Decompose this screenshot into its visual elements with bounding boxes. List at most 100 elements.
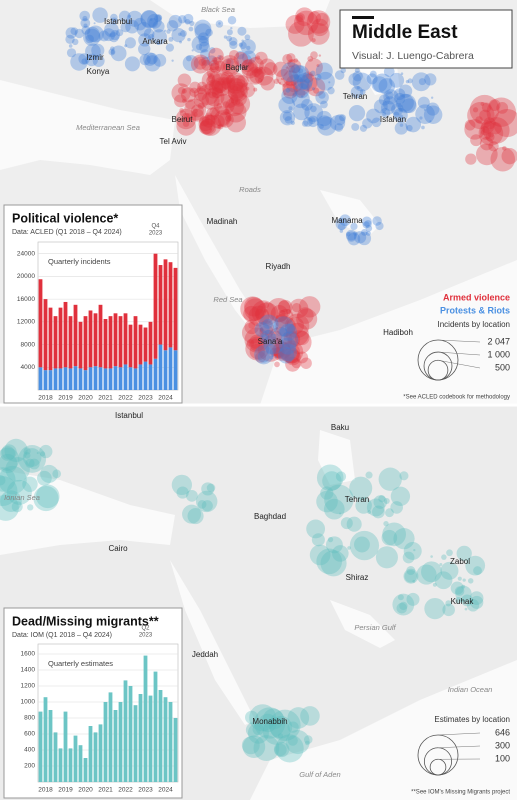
size-legend-label: 300 bbox=[495, 740, 510, 750]
bubble bbox=[248, 322, 256, 329]
bubble bbox=[272, 61, 289, 77]
bubble bbox=[226, 77, 244, 94]
x-tick-label: 2019 bbox=[58, 787, 73, 794]
bubble bbox=[480, 128, 492, 140]
bubble bbox=[259, 327, 264, 332]
bubble bbox=[281, 77, 284, 81]
bubble bbox=[406, 592, 420, 606]
bar-segment bbox=[68, 316, 73, 369]
bubble bbox=[279, 323, 298, 341]
bubble bbox=[190, 54, 210, 74]
bubble bbox=[199, 41, 210, 53]
bubble bbox=[284, 323, 296, 334]
y-tick-label: 16000 bbox=[17, 296, 35, 303]
bubble bbox=[359, 89, 366, 95]
bubble bbox=[213, 56, 222, 65]
bubble bbox=[152, 20, 165, 33]
bubble bbox=[25, 458, 35, 469]
bubble bbox=[278, 82, 282, 85]
bubble bbox=[320, 100, 328, 109]
bar-segment bbox=[88, 367, 93, 390]
bubble bbox=[288, 106, 293, 111]
bubble bbox=[423, 108, 426, 111]
bubble bbox=[263, 302, 270, 309]
bubble bbox=[301, 120, 309, 127]
bubble bbox=[257, 350, 270, 363]
map-label: Sana'a bbox=[258, 337, 283, 346]
bubble bbox=[240, 296, 266, 322]
bubble bbox=[193, 56, 207, 70]
bubble bbox=[412, 579, 416, 583]
bubble bbox=[296, 14, 304, 22]
bubble bbox=[278, 300, 290, 312]
bubble bbox=[378, 94, 391, 106]
bar-segment bbox=[58, 368, 63, 390]
bubble bbox=[216, 125, 221, 129]
bubble bbox=[467, 101, 495, 130]
bar-segment bbox=[58, 307, 63, 369]
bubble bbox=[457, 576, 462, 581]
bubble bbox=[210, 114, 225, 129]
bubble bbox=[483, 117, 496, 130]
bubble bbox=[403, 541, 422, 560]
map-label: Istanbul bbox=[104, 17, 132, 26]
bubble bbox=[269, 347, 278, 357]
bubble bbox=[285, 14, 305, 34]
bar-segment bbox=[63, 301, 68, 368]
bubble bbox=[380, 107, 391, 118]
bubble bbox=[464, 119, 485, 140]
bubble bbox=[369, 70, 377, 78]
bar bbox=[88, 726, 93, 782]
bubbles bbox=[0, 438, 486, 763]
bar-segment bbox=[73, 366, 78, 390]
bubble bbox=[470, 134, 483, 147]
bubble bbox=[228, 37, 238, 46]
bubble bbox=[306, 10, 331, 34]
bubble bbox=[299, 77, 304, 82]
bubble bbox=[189, 87, 199, 98]
bubble bbox=[254, 707, 286, 739]
bubble bbox=[297, 307, 314, 324]
bubble bbox=[294, 83, 310, 99]
map-label: Persian Gulf bbox=[354, 623, 396, 632]
bubble bbox=[274, 314, 289, 328]
bubble bbox=[241, 39, 244, 43]
bubble bbox=[362, 221, 370, 229]
bubble bbox=[402, 551, 415, 564]
bubble bbox=[269, 355, 274, 360]
bar-segment bbox=[173, 267, 178, 351]
bubble bbox=[285, 730, 310, 755]
bubble bbox=[246, 66, 265, 85]
bubble bbox=[274, 361, 280, 368]
bubble bbox=[215, 20, 224, 28]
bubble bbox=[179, 118, 183, 121]
bubble bbox=[148, 17, 159, 28]
bubble bbox=[275, 341, 284, 350]
bubble bbox=[140, 10, 159, 29]
bubble bbox=[279, 342, 301, 363]
bubble bbox=[322, 471, 342, 491]
bubble bbox=[242, 50, 257, 65]
bubble bbox=[33, 485, 59, 512]
bubble bbox=[307, 23, 330, 45]
bubble bbox=[480, 102, 485, 106]
bubble bbox=[285, 308, 292, 315]
bubble bbox=[407, 78, 413, 84]
bubble bbox=[280, 331, 299, 350]
bubble bbox=[488, 141, 499, 152]
y-tick-label: 20000 bbox=[17, 273, 35, 280]
bubble bbox=[304, 740, 310, 746]
bubble bbox=[79, 10, 91, 22]
bubble bbox=[108, 33, 112, 36]
bubble bbox=[313, 87, 320, 94]
bubble bbox=[240, 39, 256, 55]
bubble bbox=[155, 14, 163, 21]
bubble bbox=[290, 79, 297, 86]
map-label: Roads bbox=[239, 185, 261, 194]
bubble bbox=[265, 343, 277, 355]
map-label: Ionian Sea bbox=[4, 493, 40, 502]
bubble bbox=[217, 78, 225, 86]
bubble bbox=[245, 336, 270, 361]
bubble bbox=[124, 37, 136, 49]
bubble bbox=[249, 69, 264, 84]
